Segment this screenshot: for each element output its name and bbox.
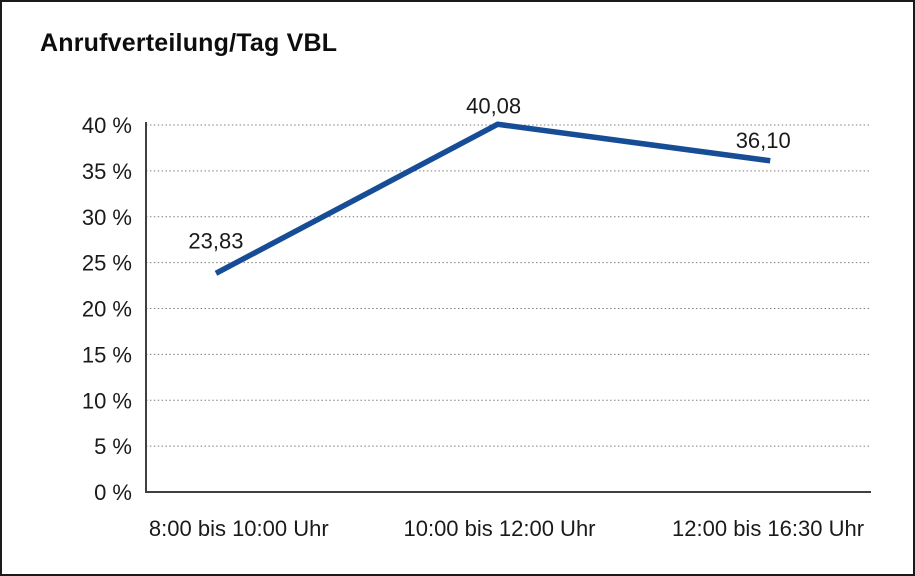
x-tick-label: 12:00 bis 16:30 Uhr: [672, 516, 864, 541]
y-tick-label: 25 %: [82, 251, 132, 276]
y-tick-label: 0 %: [94, 480, 132, 505]
y-tick-label: 15 %: [82, 342, 132, 367]
y-tick-label: 30 %: [82, 205, 132, 230]
y-tick-label: 40 %: [82, 113, 132, 138]
chart-title: Anrufverteilung/Tag VBL: [40, 29, 338, 57]
data-point-label: 40,08: [466, 93, 521, 118]
y-tick-label: 10 %: [82, 388, 132, 413]
data-point-label: 23,83: [188, 228, 243, 253]
data-point-label: 36,10: [736, 128, 791, 153]
y-tick-label: 20 %: [82, 297, 132, 322]
y-tick-label: 35 %: [82, 159, 132, 184]
x-tick-label: 8:00 bis 10:00 Uhr: [149, 516, 329, 541]
y-tick-label: 5 %: [94, 434, 132, 459]
series-line: [214, 121, 771, 276]
x-tick-label: 10:00 bis 12:00 Uhr: [403, 516, 595, 541]
